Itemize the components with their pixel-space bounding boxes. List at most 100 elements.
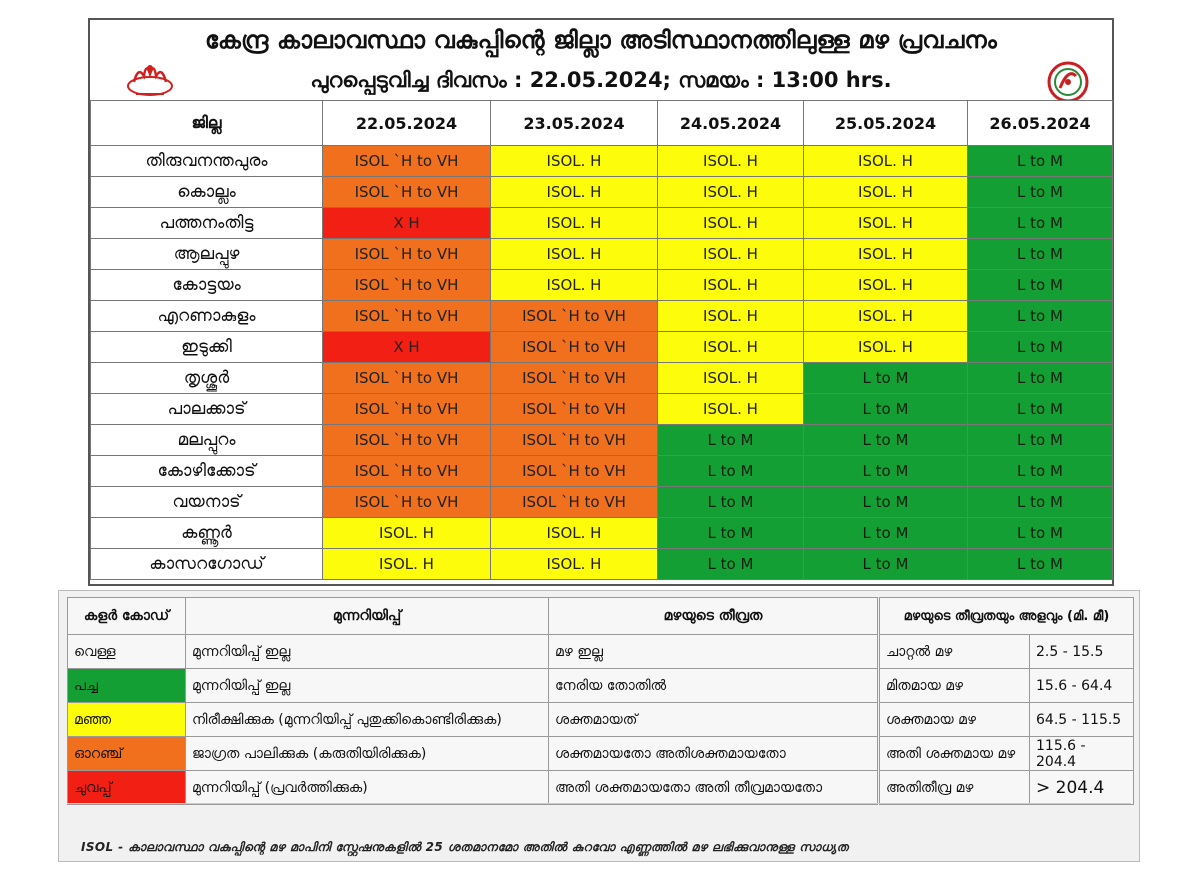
date-column-header: 24.05.2024 (657, 100, 804, 146)
color-code-label: ചുവപ്പ് (67, 770, 186, 805)
district-name: കാസറഗോഡ് (90, 548, 323, 580)
forecast-cell: ISOL. H (322, 548, 491, 580)
date-column-header: 26.05.2024 (967, 100, 1113, 146)
district-name: തൃശ്ശൂർ (90, 362, 323, 394)
rainfall-header: മഴയുടെ തീവ്രതയും അളവും (മി. മീ) (879, 597, 1134, 635)
forecast-cell: ISOL `H to VH (322, 269, 491, 301)
divider (67, 803, 1131, 834)
table-row: തൃശ്ശൂർ ISOL `H to VH ISOL `H to VH ISOL. H… (90, 362, 1113, 394)
forecast-cell: ISOL `H to VH (322, 393, 491, 425)
forecast-cell: ISOL `H to VH (322, 362, 491, 394)
intensity-text: അതി ശക്തമായതോ അതി തീവ്രമായതോ (548, 770, 878, 805)
forecast-cell: L to M (967, 517, 1113, 549)
district-name: പാലക്കാട് (90, 393, 323, 425)
forecast-cell: ISOL `H to VH (490, 393, 658, 425)
forecast-cell: ISOL. H (490, 238, 658, 270)
kerala-emblem-icon (127, 65, 173, 96)
forecast-cell: ISOL. H (657, 269, 804, 301)
district-name: തിരുവനന്തപുരം (90, 145, 323, 177)
forecast-cell: ISOL. H (803, 269, 968, 301)
intensity-text: മഴ ഇല്ല (548, 634, 878, 669)
forecast-cell: L to M (803, 486, 968, 518)
forecast-cell: ISOL. H (490, 548, 658, 580)
forecast-cell: L to M (657, 486, 804, 518)
forecast-cell: ISOL. H (657, 393, 804, 425)
rainfall-range: 115.6 - 204.4 (1029, 736, 1134, 771)
forecast-cell: L to M (967, 362, 1113, 394)
forecast-cell: ISOL `H to VH (322, 455, 491, 487)
forecast-cell: ISOL. H (657, 238, 804, 270)
rainfall-category: മിതമായ മഴ (879, 668, 1030, 703)
imd-logo-icon (1047, 61, 1089, 103)
forecast-cell: ISOL. H (490, 207, 658, 239)
table-row: കോഴിക്കോട് ISOL `H to VH ISOL `H to VH L to… (90, 455, 1113, 487)
forecast-cell: ISOL `H to VH (322, 238, 491, 270)
table-row: കൊല്ലം ISOL `H to VH ISOL. H ISOL. H ISOL. H… (90, 176, 1113, 208)
forecast-cell: ISOL. H (803, 176, 968, 208)
forecast-cell: ISOL. H (657, 331, 804, 363)
warning-header: മുന്നറിയിപ്പ് (185, 597, 549, 635)
forecast-panel: കേന്ദ്ര കാലാവസ്ഥാ വകുപ്പിന്റെ ജില്ലാ അടി… (88, 18, 1114, 586)
color-code-header: കളർ കോഡ് (67, 597, 186, 635)
district-column-header: ജില്ല (90, 100, 323, 146)
forecast-cell: ISOL `H to VH (490, 300, 658, 332)
forecast-cell: ISOL. H (803, 331, 968, 363)
forecast-cell: L to M (967, 145, 1113, 177)
table-row: എറണാകുളം ISOL `H to VH ISOL `H to VH ISOL. … (90, 300, 1113, 332)
forecast-cell: L to M (967, 207, 1113, 239)
date-column-header: 23.05.2024 (490, 100, 658, 146)
forecast-cell: ISOL. H (803, 207, 968, 239)
forecast-cell: L to M (657, 517, 804, 549)
table-row: ആലപ്പുഴ ISOL `H to VH ISOL. H ISOL. H ISOL. … (90, 238, 1113, 270)
date-column-header: 22.05.2024 (322, 100, 491, 146)
color-code-label: പച്ച (67, 668, 186, 703)
forecast-cell: L to M (967, 393, 1113, 425)
forecast-cell: L to M (803, 548, 968, 580)
table-row: മലപ്പുറം ISOL `H to VH ISOL `H to VH L to M… (90, 424, 1113, 456)
warning-text: മുന്നറിയിപ്പ് (പ്രവർത്തിക്കുക) (185, 770, 549, 805)
forecast-cell: L to M (803, 424, 968, 456)
warning-text: മുന്നറിയിപ്പ് ഇല്ല (185, 634, 549, 669)
forecast-cell: L to M (967, 238, 1113, 270)
forecast-cell: ISOL. H (657, 362, 804, 394)
forecast-cell: ISOL `H to VH (322, 486, 491, 518)
rainfall-header-row: മഴയുടെ തീവ്രതയും അളവും (മി. മീ) (879, 597, 1134, 635)
district-name: വയനാട് (90, 486, 323, 518)
forecast-cell: L to M (967, 424, 1113, 456)
rainfall-category: ചാറ്റൽ മഴ (879, 634, 1030, 669)
rainfall-category: അതി ശക്തമായ മഴ (879, 736, 1030, 771)
forecast-cell: L to M (803, 455, 968, 487)
forecast-cell: ISOL. H (803, 300, 968, 332)
page-title: കേന്ദ്ര കാലാവസ്ഥാ വകുപ്പിന്റെ ജില്ലാ അടി… (205, 26, 997, 54)
forecast-cell: ISOL. H (490, 517, 658, 549)
forecast-cell: L to M (803, 362, 968, 394)
forecast-cell: ISOL. H (803, 238, 968, 270)
forecast-cell: X H (322, 331, 491, 363)
forecast-cell: ISOL `H to VH (490, 455, 658, 487)
forecast-table: ജില്ല 22.05.2024 23.05.2024 24.05.2024 2… (90, 100, 1113, 580)
rainfall-range: 64.5 - 115.5 (1029, 702, 1134, 737)
warning-text: നിരീക്ഷിക്കുക (മുന്നറിയിപ്പ് പുതുക്കികൊണ… (185, 702, 549, 737)
district-name: ഇടുക്കി (90, 331, 323, 363)
rainfall-range: > 204.4 (1029, 770, 1134, 805)
forecast-cell: ISOL. H (490, 176, 658, 208)
color-code-label: വെള്ള (67, 634, 186, 669)
forecast-cell: L to M (657, 548, 804, 580)
rainfall-range: 15.6 - 64.4 (1029, 668, 1134, 703)
forecast-cell: ISOL. H (657, 207, 804, 239)
color-code-label: മഞ്ഞ (67, 702, 186, 737)
forecast-cell: ISOL `H to VH (490, 362, 658, 394)
forecast-cell: ISOL. H (657, 176, 804, 208)
forecast-cell: ISOL. H (657, 300, 804, 332)
district-name: ആലപ്പുഴ (90, 238, 323, 270)
district-name: എറണാകുളം (90, 300, 323, 332)
forecast-cell: L to M (967, 176, 1113, 208)
table-row: പാലക്കാട് ISOL `H to VH ISOL `H to VH ISOL.… (90, 393, 1113, 425)
forecast-cell: ISOL `H to VH (490, 331, 658, 363)
forecast-cell: L to M (657, 455, 804, 487)
rainfall-row: മിതമായ മഴ 15.6 - 64.4 (879, 668, 1134, 703)
date-column-header: 25.05.2024 (803, 100, 968, 146)
table-row: കോട്ടയം ISOL `H to VH ISOL. H ISOL. H ISOL. … (90, 269, 1113, 301)
